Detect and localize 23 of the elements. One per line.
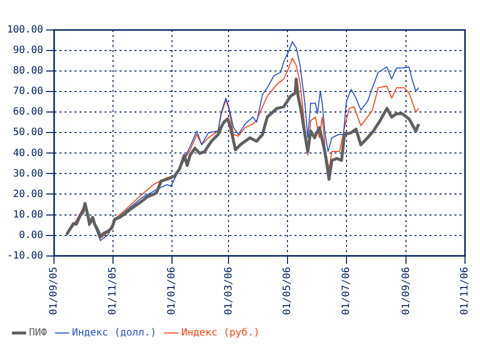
x-tick-label: 01/03/06 bbox=[223, 266, 234, 316]
y-tick-label: 70.00 bbox=[13, 86, 44, 98]
y-tick-label: 10.00 bbox=[13, 209, 44, 220]
y-tick-label: 80.00 bbox=[13, 66, 44, 77]
y-tick-label: 0.00 bbox=[19, 230, 44, 241]
legend-label: ПИФ bbox=[29, 328, 48, 339]
legend-label: Индекс (долл.) bbox=[72, 328, 156, 339]
y-tick-label: 60.00 bbox=[13, 106, 44, 118]
y-tick-label: 30.00 bbox=[13, 168, 44, 180]
x-tick-label: 01/01/06 bbox=[166, 266, 178, 316]
x-tick-label: 01/11/05 bbox=[108, 266, 119, 316]
y-tick-label: 50.00 bbox=[13, 127, 44, 138]
x-tick-label: 01/09/05 bbox=[48, 266, 60, 316]
legend-label: Индекс (руб.) bbox=[181, 328, 260, 339]
x-tick-label: 01/05/06 bbox=[282, 266, 294, 316]
x-tick-label: 01/11/06 bbox=[460, 266, 471, 316]
x-tick-label: 01/09/06 bbox=[400, 266, 412, 316]
x-tick-label: 01/07/06 bbox=[340, 266, 352, 316]
y-tick-label: 90.00 bbox=[13, 45, 44, 56]
y-tick-label: 100.00 bbox=[7, 24, 44, 36]
y-tick-label: -10.00 bbox=[7, 250, 44, 262]
y-tick-label: 20.00 bbox=[13, 188, 44, 200]
y-tick-label: 40.00 bbox=[13, 148, 44, 159]
